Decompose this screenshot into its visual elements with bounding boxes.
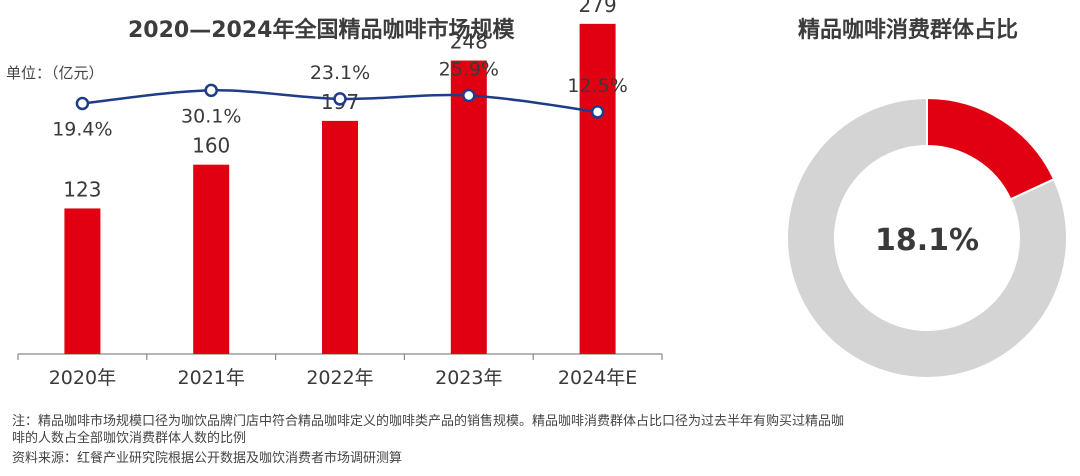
growth-rate-label: 12.5% [567, 75, 627, 97]
bar-value-label: 123 [63, 177, 101, 201]
donut-slice-other [786, 96, 1068, 379]
bar-chart-title: 2020—2024年全国精品咖啡市场规模 [128, 18, 515, 43]
growth-rate-point [204, 83, 218, 98]
source-note: 资料来源：红餐产业研究院根据公开数据及咖饮消费者市场调研测算 [12, 451, 403, 466]
bar [579, 23, 616, 354]
pie-chart-title: 精品咖啡消费群体占比 [798, 18, 1019, 43]
footnote-line-2: 啡的人数占全部咖饮消费群体人数的比例 [12, 431, 247, 446]
x-tick-label: 2024年E [558, 367, 637, 389]
x-tick-label: 2023年 [435, 367, 502, 389]
growth-rate-point [462, 88, 476, 103]
growth-rate-point [333, 92, 347, 106]
donut-center-label: 18.1% [875, 223, 979, 258]
growth-rate-label: 25.9% [439, 58, 499, 80]
bar [64, 208, 101, 354]
unit-label: 单位：（亿元） [6, 64, 104, 82]
bar-value-label: 248 [450, 30, 488, 54]
donut-slice-premium [926, 96, 1056, 201]
x-tick-label: 2022年 [306, 367, 373, 389]
growth-rate-point [75, 96, 90, 111]
bar-value-label: 279 [579, 0, 617, 17]
footnote-line-1: 注：精品咖啡市场规模口径为咖饮品牌门店中符合精品咖啡定义的咖啡类产品的销售规模。… [12, 414, 845, 429]
bar [322, 120, 358, 354]
growth-rate-point [590, 105, 605, 119]
growth-rate-label: 19.4% [52, 118, 112, 140]
bar [450, 60, 487, 355]
growth-rate-label: 30.1% [181, 105, 241, 127]
growth-rate-label: 23.1% [310, 62, 370, 84]
bar [193, 164, 230, 354]
bar-value-label: 160 [192, 134, 230, 158]
x-tick-label: 2021年 [178, 367, 245, 389]
x-tick-label: 2020年 [49, 367, 116, 389]
